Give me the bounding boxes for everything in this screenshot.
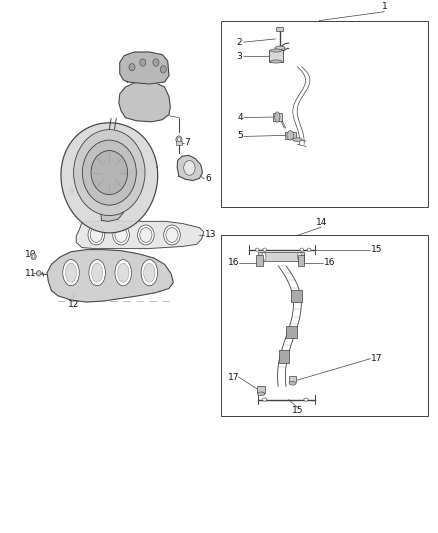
Bar xyxy=(291,290,302,302)
Ellipse shape xyxy=(160,66,166,73)
Ellipse shape xyxy=(113,225,129,245)
Bar xyxy=(177,141,182,145)
Polygon shape xyxy=(177,155,202,181)
Ellipse shape xyxy=(31,253,36,260)
Polygon shape xyxy=(47,249,173,302)
Text: 17: 17 xyxy=(371,354,383,363)
Ellipse shape xyxy=(37,271,41,276)
Ellipse shape xyxy=(184,160,195,175)
Ellipse shape xyxy=(289,382,296,385)
Text: 2: 2 xyxy=(237,38,242,46)
Text: 9: 9 xyxy=(69,188,74,197)
Ellipse shape xyxy=(129,63,135,71)
Ellipse shape xyxy=(270,60,282,63)
Ellipse shape xyxy=(140,59,146,66)
Ellipse shape xyxy=(153,59,159,66)
Text: 15: 15 xyxy=(371,245,383,254)
Bar xyxy=(221,21,428,207)
Polygon shape xyxy=(101,203,123,221)
Text: 16: 16 xyxy=(323,259,335,267)
Polygon shape xyxy=(61,123,158,233)
Text: 13: 13 xyxy=(205,230,216,239)
Bar xyxy=(256,255,262,266)
Bar xyxy=(289,376,297,382)
Bar xyxy=(257,386,265,393)
Ellipse shape xyxy=(89,260,106,286)
Text: 11: 11 xyxy=(25,269,37,278)
Ellipse shape xyxy=(287,131,294,140)
Ellipse shape xyxy=(262,398,267,401)
Ellipse shape xyxy=(255,248,259,251)
Ellipse shape xyxy=(91,151,127,195)
Bar xyxy=(286,326,297,338)
Ellipse shape xyxy=(275,46,285,50)
Polygon shape xyxy=(119,82,170,122)
Text: 15: 15 xyxy=(292,406,303,415)
Ellipse shape xyxy=(63,260,79,286)
Bar xyxy=(269,51,283,62)
Ellipse shape xyxy=(117,263,129,282)
Ellipse shape xyxy=(304,398,308,401)
Ellipse shape xyxy=(74,130,145,215)
Bar xyxy=(298,255,304,266)
Text: 5: 5 xyxy=(237,131,243,140)
Text: 4: 4 xyxy=(237,113,243,122)
Bar xyxy=(276,27,283,31)
Ellipse shape xyxy=(270,49,282,52)
Text: 3: 3 xyxy=(237,52,242,61)
Bar xyxy=(285,132,296,139)
Bar xyxy=(273,114,282,120)
Text: 10: 10 xyxy=(25,251,37,260)
Text: 1: 1 xyxy=(381,2,387,11)
Text: 7: 7 xyxy=(184,138,190,147)
Polygon shape xyxy=(76,221,204,248)
Ellipse shape xyxy=(307,248,311,251)
Ellipse shape xyxy=(164,225,180,245)
Ellipse shape xyxy=(138,225,154,245)
Bar xyxy=(221,236,428,416)
Ellipse shape xyxy=(144,263,155,282)
Ellipse shape xyxy=(65,263,77,282)
Ellipse shape xyxy=(141,260,158,286)
Ellipse shape xyxy=(300,248,304,251)
Ellipse shape xyxy=(263,248,266,251)
Ellipse shape xyxy=(88,225,105,245)
Ellipse shape xyxy=(115,260,131,286)
Text: 12: 12 xyxy=(67,300,79,309)
Text: 8: 8 xyxy=(158,110,163,119)
Ellipse shape xyxy=(32,255,35,258)
Text: 14: 14 xyxy=(316,217,327,227)
Ellipse shape xyxy=(261,253,266,261)
Ellipse shape xyxy=(275,112,280,122)
Polygon shape xyxy=(120,52,169,84)
Bar xyxy=(279,350,289,362)
Ellipse shape xyxy=(90,228,102,243)
Ellipse shape xyxy=(166,228,178,243)
Text: 17: 17 xyxy=(228,373,239,382)
Ellipse shape xyxy=(177,138,181,142)
Ellipse shape xyxy=(92,263,103,282)
Ellipse shape xyxy=(140,228,152,243)
Ellipse shape xyxy=(297,253,302,261)
Ellipse shape xyxy=(293,138,302,141)
Ellipse shape xyxy=(176,136,182,143)
Ellipse shape xyxy=(82,140,136,205)
Text: 6: 6 xyxy=(205,174,211,183)
Text: 16: 16 xyxy=(228,259,239,267)
Ellipse shape xyxy=(115,228,127,243)
Ellipse shape xyxy=(258,392,265,395)
Bar xyxy=(258,252,304,261)
